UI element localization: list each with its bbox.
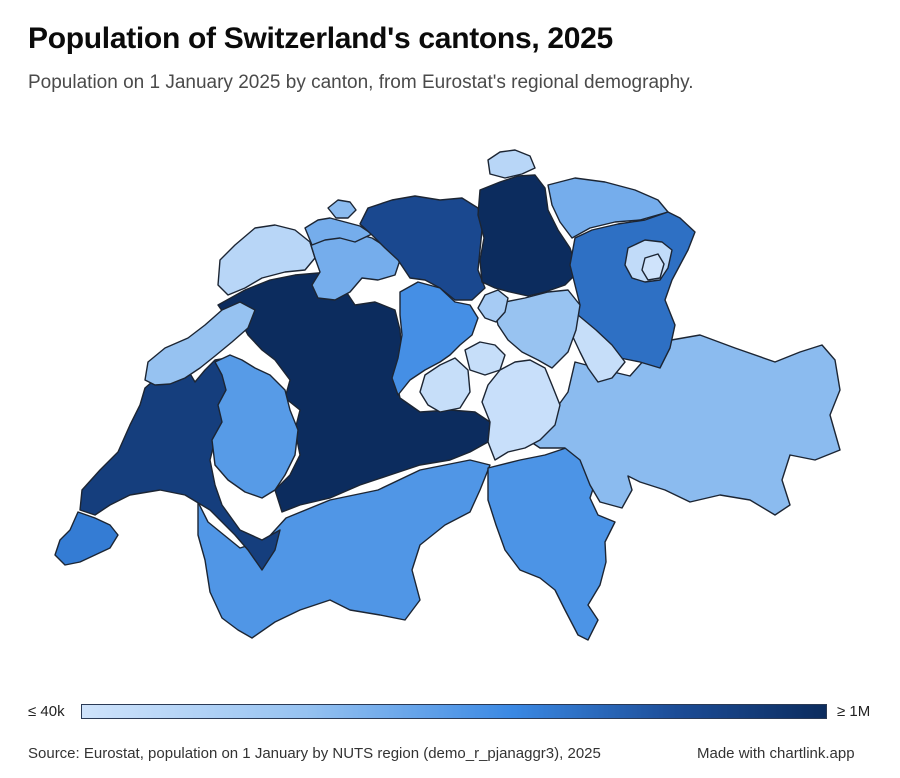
canton-schwyz[interactable] xyxy=(494,289,581,369)
canton-glarus[interactable] xyxy=(571,314,626,383)
canton-bern[interactable] xyxy=(217,271,491,513)
canton-geneva[interactable] xyxy=(54,511,119,566)
canton-appenzellai[interactable] xyxy=(641,253,665,281)
canton-schaffhausen[interactable] xyxy=(487,149,536,179)
canton-baselstadt[interactable] xyxy=(327,199,357,219)
canton-zurich[interactable] xyxy=(477,174,579,297)
canton-obwalden[interactable] xyxy=(419,357,471,413)
legend-max-label: ≥ 1M xyxy=(837,703,871,720)
canton-thurgau[interactable] xyxy=(547,177,669,239)
credit-link[interactable]: Made with chartlink.app xyxy=(697,745,855,762)
legend-min-label: ≤ 40k xyxy=(28,703,65,720)
canton-aargau[interactable] xyxy=(359,195,486,301)
page-title: Population of Switzerland's cantons, 202… xyxy=(28,22,613,55)
canton-jura[interactable] xyxy=(217,224,316,296)
canton-valais[interactable] xyxy=(197,459,491,639)
canton-uri[interactable] xyxy=(481,359,561,461)
canton-nidwalden[interactable] xyxy=(464,341,506,376)
canton-lucerne[interactable] xyxy=(391,281,479,396)
canton-map xyxy=(54,149,841,641)
page-subtitle: Population on 1 January 2025 by canton, … xyxy=(28,72,694,93)
legend-color-scale xyxy=(81,704,827,719)
canton-zug[interactable] xyxy=(477,289,509,323)
source-note: Source: Eurostat, population on 1 Januar… xyxy=(28,745,601,762)
canton-fribourg[interactable] xyxy=(211,354,299,499)
canton-neuchatel[interactable] xyxy=(144,301,256,386)
